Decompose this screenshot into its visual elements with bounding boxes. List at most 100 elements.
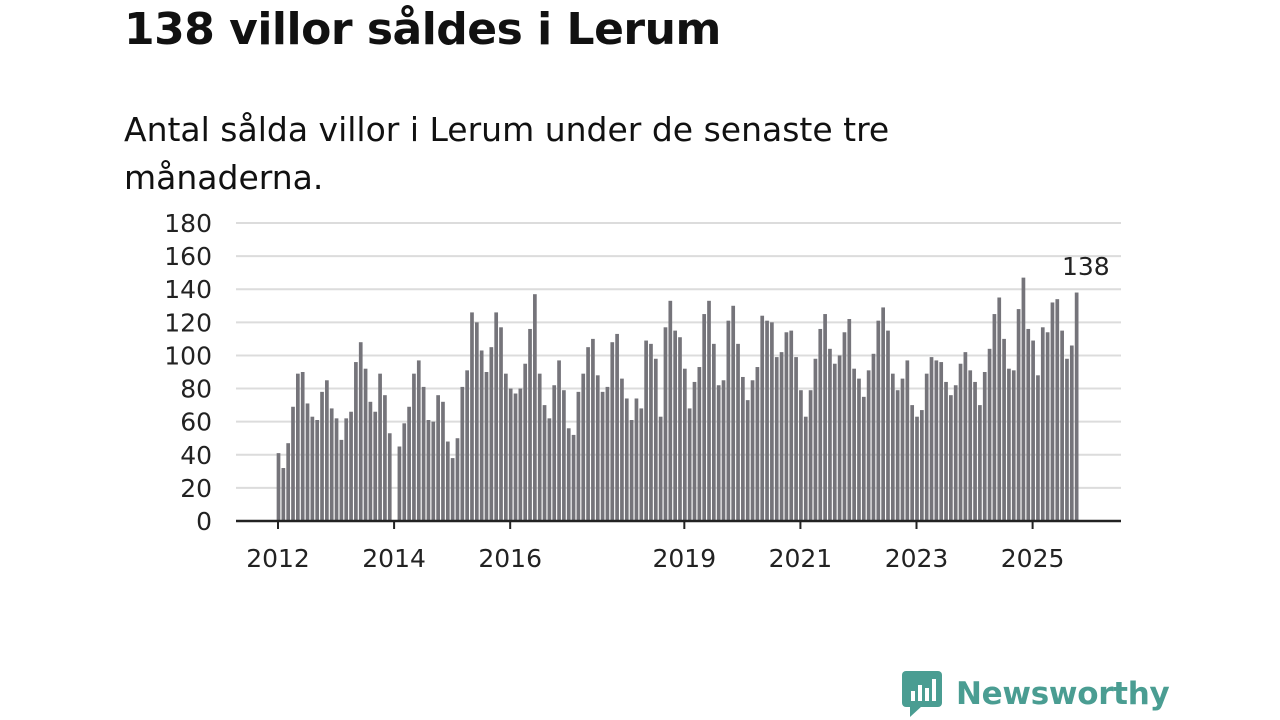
bar <box>919 410 924 521</box>
bar <box>1045 332 1050 521</box>
bar <box>624 398 629 521</box>
bar <box>368 401 373 521</box>
bar <box>823 314 827 521</box>
bar <box>832 363 837 521</box>
bar <box>765 320 769 521</box>
y-tick-label: 40 <box>180 441 212 470</box>
bar <box>939 362 944 521</box>
bar <box>358 342 363 521</box>
x-tick-label: 2021 <box>769 544 833 573</box>
bar <box>605 386 610 521</box>
bar <box>741 376 745 521</box>
bar <box>871 353 876 521</box>
bar <box>774 357 779 521</box>
bar <box>523 363 528 521</box>
bar <box>973 381 977 521</box>
bar <box>881 307 885 521</box>
bar <box>586 347 590 521</box>
bar <box>455 438 460 521</box>
bar <box>944 381 948 521</box>
bar <box>494 312 499 521</box>
bar <box>779 352 784 521</box>
bar <box>639 408 644 521</box>
bar <box>818 328 823 521</box>
bar <box>1007 368 1011 521</box>
bar <box>571 434 576 521</box>
bar <box>982 372 987 521</box>
bar <box>1050 302 1055 521</box>
bar <box>644 340 648 521</box>
bar <box>649 343 653 521</box>
bar <box>861 396 866 521</box>
bar <box>702 314 707 521</box>
bar <box>837 355 842 521</box>
bar <box>503 373 508 521</box>
bar <box>276 453 281 521</box>
bar <box>1036 375 1040 521</box>
bar <box>794 357 798 521</box>
bar <box>1060 330 1064 521</box>
x-tick-label: 2019 <box>653 544 717 573</box>
bar <box>658 416 663 521</box>
bar <box>726 320 731 521</box>
bar <box>895 390 900 521</box>
bar <box>653 358 658 521</box>
bar <box>349 411 353 521</box>
bar <box>866 370 871 521</box>
bar <box>484 372 489 521</box>
bar <box>305 403 310 521</box>
bar <box>750 380 755 521</box>
bars <box>276 277 1079 521</box>
y-tick-label: 180 <box>164 209 212 238</box>
bar <box>813 358 818 521</box>
bar <box>329 408 334 521</box>
bar <box>678 337 682 521</box>
bar <box>373 411 378 521</box>
bar <box>755 367 760 521</box>
x-axis <box>236 519 1121 529</box>
y-tick-label: 60 <box>180 408 212 437</box>
bar <box>934 360 939 521</box>
bar <box>721 380 726 521</box>
bar <box>736 343 740 521</box>
x-tick-label: 2014 <box>362 544 426 573</box>
bar <box>1069 345 1074 521</box>
y-axis-labels: 0 20 40 60 80 100 120 140 160 180 <box>164 209 212 536</box>
bar <box>1011 370 1016 521</box>
bar <box>470 312 474 521</box>
y-tick-label: 0 <box>196 507 212 536</box>
bar <box>1055 299 1060 521</box>
x-tick-label: 2016 <box>478 544 542 573</box>
bar <box>1065 358 1069 521</box>
y-tick-label: 20 <box>180 474 212 503</box>
chart-title: 138 villor såldes i Lerum <box>124 4 721 55</box>
x-tick-label: 2025 <box>1001 544 1065 573</box>
bar <box>900 378 905 521</box>
bar <box>300 372 305 521</box>
bar <box>402 423 407 521</box>
bar <box>354 362 358 521</box>
bar <box>968 370 973 521</box>
bar <box>499 327 503 521</box>
bar <box>431 421 436 521</box>
bar <box>949 395 953 521</box>
bar <box>397 446 402 521</box>
bar <box>760 315 765 521</box>
bar <box>692 381 697 521</box>
bar <box>1016 309 1021 521</box>
bar <box>929 357 934 521</box>
newsworthy-logo: Newsworthy <box>902 668 1170 720</box>
bar <box>890 373 895 521</box>
bar <box>286 443 291 521</box>
bar <box>615 333 619 521</box>
bar <box>315 420 320 521</box>
bar <box>1021 277 1026 521</box>
value-label: 138 <box>1062 252 1110 281</box>
bar <box>847 319 852 521</box>
bar <box>542 405 547 521</box>
bar <box>629 420 634 521</box>
x-tick-label: 2023 <box>885 544 949 573</box>
bar <box>987 348 992 521</box>
bar <box>687 408 692 521</box>
